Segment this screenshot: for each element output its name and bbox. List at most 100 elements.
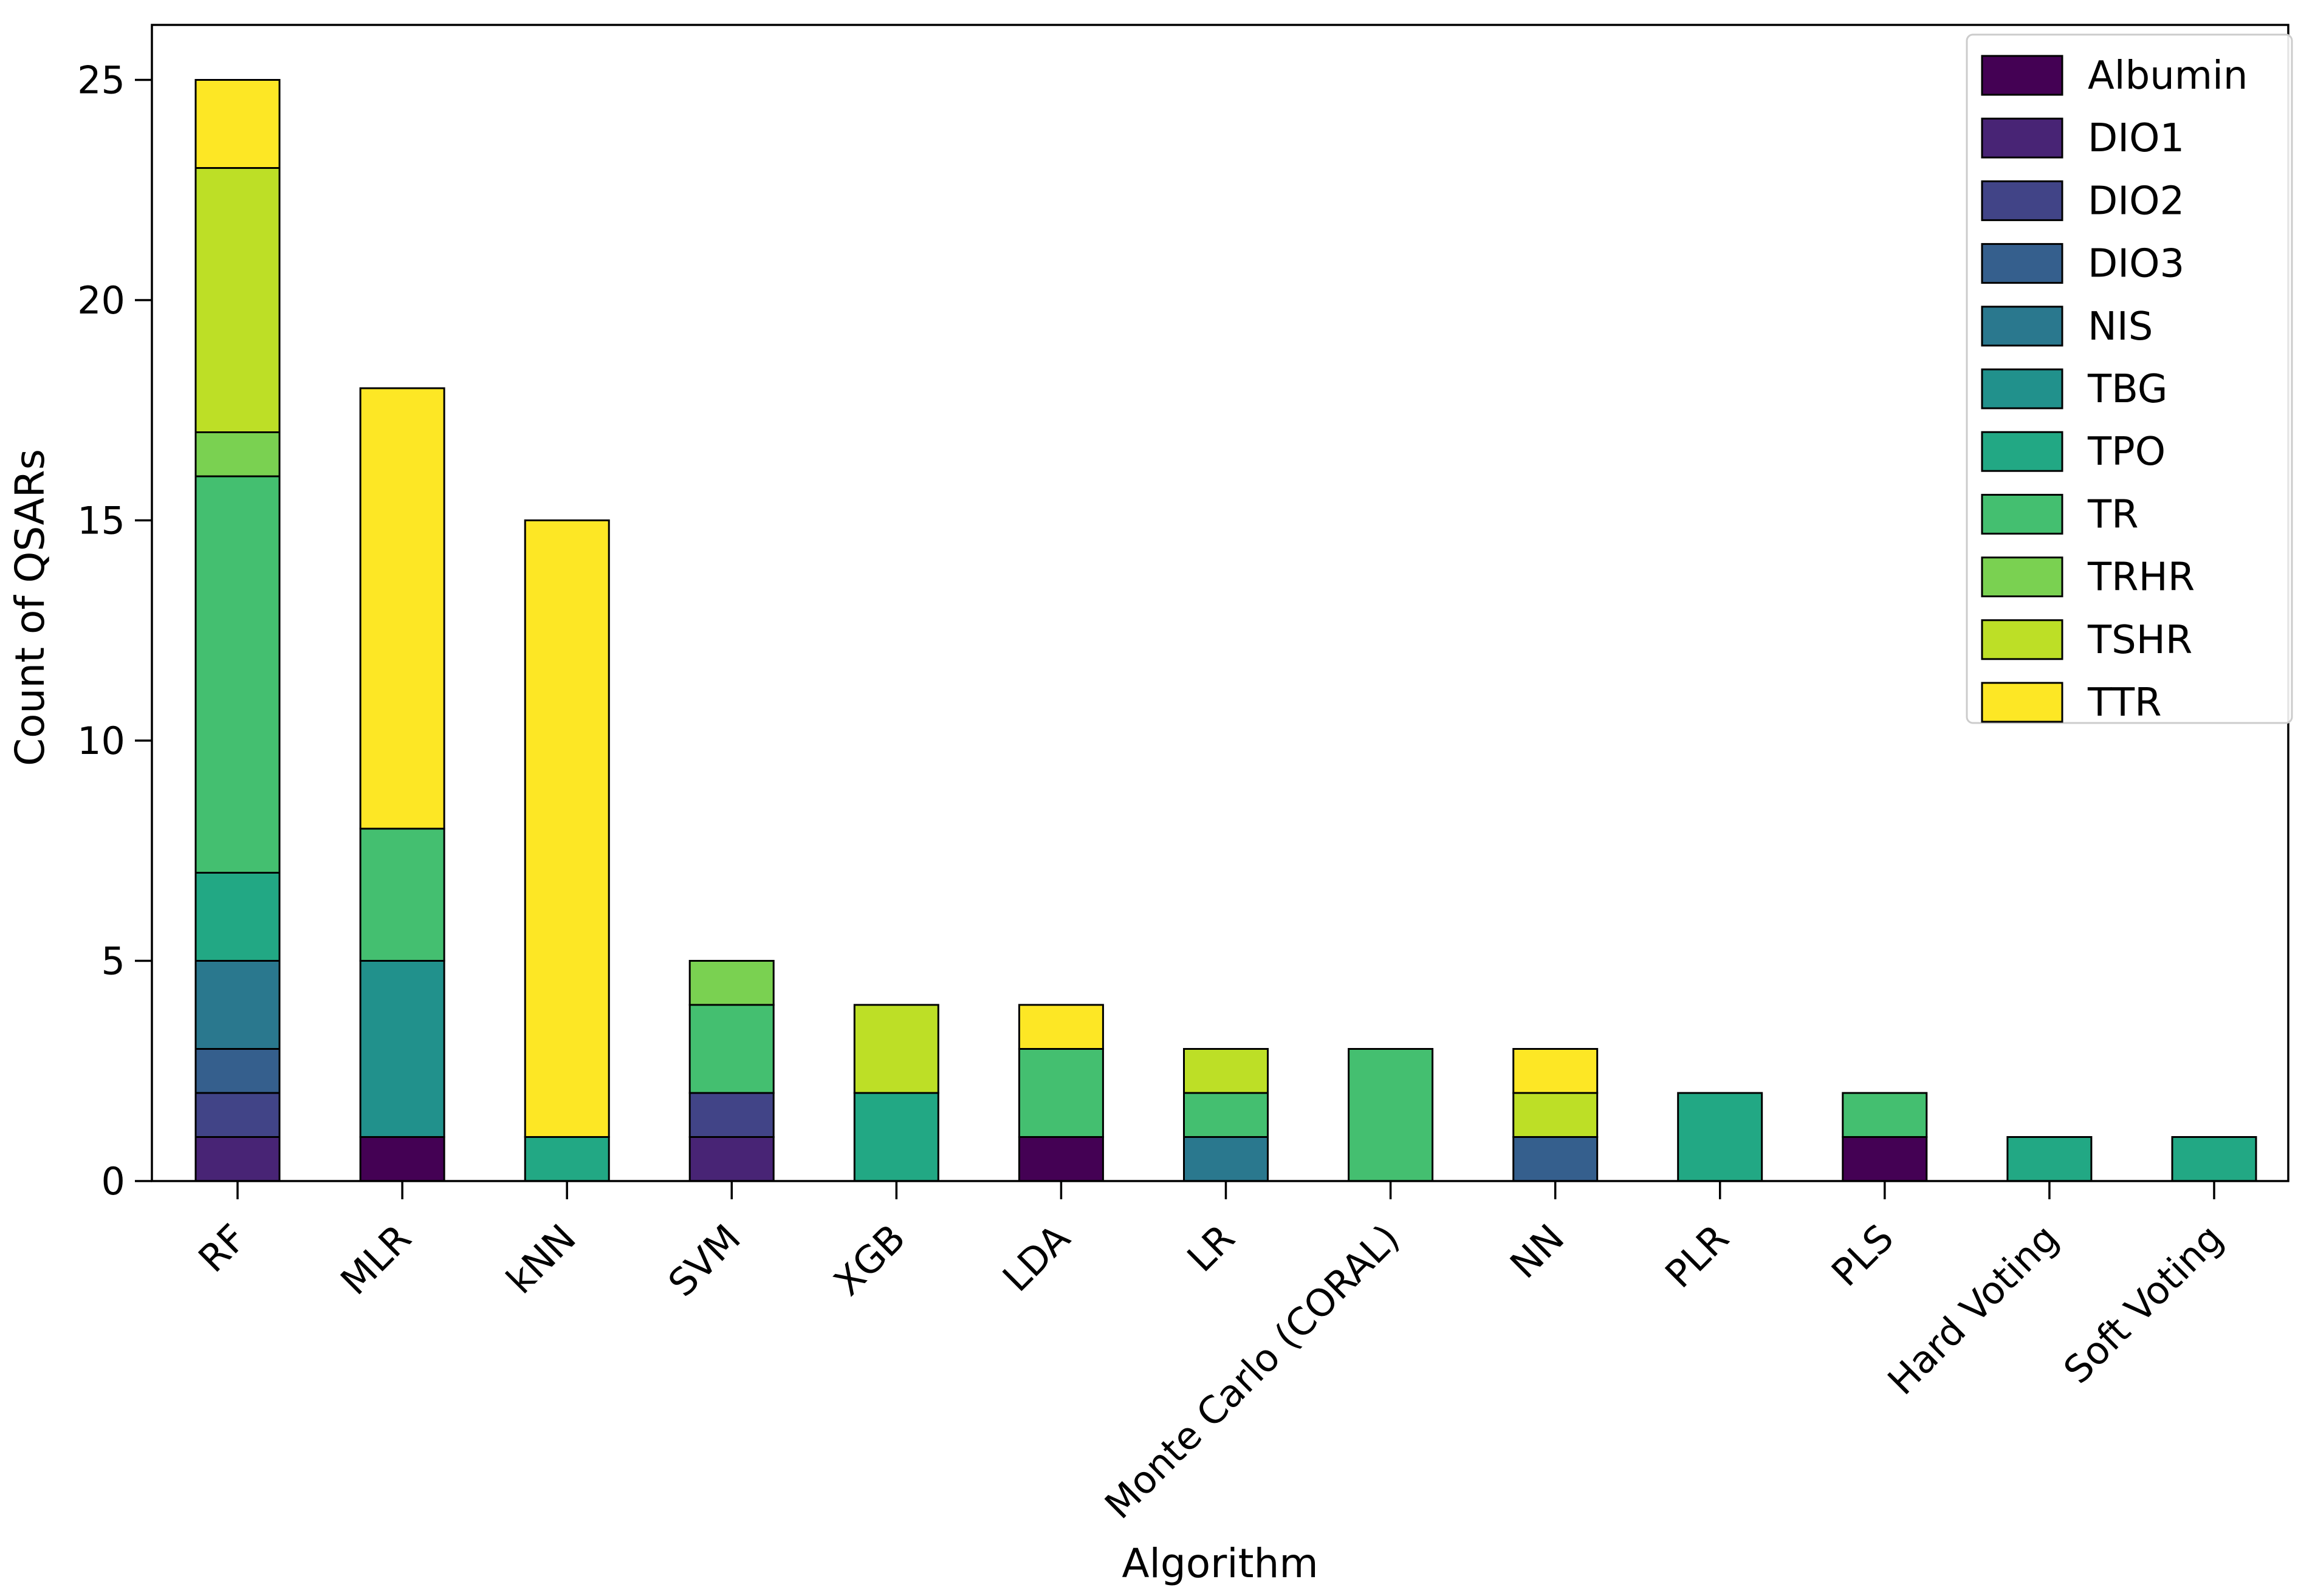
x-tick-label: PLS xyxy=(1823,1216,1902,1295)
bar-segment-Albumin xyxy=(1842,1136,1928,1182)
x-tick-label: RF xyxy=(190,1216,255,1281)
bar-NN xyxy=(1512,1048,1599,1182)
bar-segment-TPO xyxy=(194,872,281,962)
y-tick-label: 0 xyxy=(101,1159,125,1204)
x-tick-label: kNN xyxy=(498,1216,585,1303)
bar-segment-TTR xyxy=(524,519,610,1138)
bar-segment-TR xyxy=(1018,1048,1104,1138)
bar-segment-TR xyxy=(1348,1048,1434,1182)
bar-RF xyxy=(194,79,281,1182)
legend-item-DIO3: DIO3 xyxy=(1981,242,2184,287)
y-tick-label: 20 xyxy=(77,278,125,323)
y-tick-label: 10 xyxy=(77,719,125,763)
bar-Hard Voting xyxy=(2006,1136,2093,1182)
x-tick-label: LR xyxy=(1179,1216,1244,1281)
bar-segment-DIO3 xyxy=(194,1048,281,1094)
x-tick-label: XGB xyxy=(825,1216,914,1304)
x-tick-label: NN xyxy=(1501,1216,1572,1287)
bar-SVM xyxy=(688,960,775,1182)
bar-segment-TR xyxy=(1842,1092,1928,1138)
bar-segment-TTR xyxy=(194,79,281,169)
x-tick-label: Soft Voting xyxy=(2055,1216,2231,1392)
legend-swatch xyxy=(1981,682,2063,723)
bar-segment-TSHR xyxy=(1512,1092,1599,1138)
bar-segment-TR xyxy=(194,475,281,874)
bar-PLS xyxy=(1842,1092,1928,1182)
bar-segment-TSHR xyxy=(194,167,281,433)
bar-segment-TSHR xyxy=(853,1004,939,1094)
legend-label: TR xyxy=(2087,492,2139,537)
bar-LR xyxy=(1183,1048,1269,1182)
legend-swatch xyxy=(1981,117,2063,159)
legend-label: DIO2 xyxy=(2088,179,2184,224)
legend-label: NIS xyxy=(2088,304,2153,349)
legend-swatch xyxy=(1981,55,2063,96)
legend-item-TTR: TTR xyxy=(1981,680,2162,725)
legend-label: DIO1 xyxy=(2088,116,2184,161)
bar-segment-TPO xyxy=(2006,1136,2093,1182)
legend-item-TSHR: TSHR xyxy=(1981,618,2192,663)
bar-segment-TSHR xyxy=(1183,1048,1269,1094)
bar-segment-TTR xyxy=(1018,1004,1104,1050)
bar-MLR xyxy=(359,387,445,1182)
bar-segment-TTR xyxy=(1512,1048,1599,1094)
bar-segment-TPO xyxy=(2171,1136,2257,1182)
legend-label: TRHR xyxy=(2087,555,2195,600)
y-tick-label: 25 xyxy=(77,58,125,103)
bar-Monte Carlo (CORAL) xyxy=(1348,1048,1434,1182)
bar-segment-DIO2 xyxy=(688,1092,775,1138)
x-tick-label: SVM xyxy=(660,1216,749,1305)
legend-item-NIS: NIS xyxy=(1981,304,2153,349)
legend-swatch xyxy=(1981,619,2063,660)
bar-segment-DIO3 xyxy=(1512,1136,1599,1182)
legend: Albumin DIO1 DIO2 DIO3 NIS TBG TPO TR TRHR TSHR TT… xyxy=(1966,33,2293,725)
x-tick-label: Monte Carlo (CORAL) xyxy=(1096,1216,1408,1527)
bar-segment-TTR xyxy=(359,387,445,830)
legend-label: Albumin xyxy=(2088,53,2248,98)
legend-label: TBG xyxy=(2087,367,2167,412)
legend-swatch xyxy=(1981,243,2063,284)
bars-layer xyxy=(194,79,2257,1182)
legend-item-DIO2: DIO2 xyxy=(1981,179,2184,224)
y-axis-label: Count of QSARs xyxy=(7,449,53,766)
bar-segment-DIO2 xyxy=(194,1092,281,1138)
legend-label: TSHR xyxy=(2087,618,2192,663)
bar-kNN xyxy=(524,519,610,1182)
bar-segment-NIS xyxy=(1183,1136,1269,1182)
legend-swatch xyxy=(1981,306,2063,347)
legend-item-Albumin: Albumin xyxy=(1981,53,2248,98)
legend-item-DIO1: DIO1 xyxy=(1981,116,2184,161)
legend-swatch xyxy=(1981,431,2063,472)
bar-LDA xyxy=(1018,1004,1104,1182)
y-tick-label: 15 xyxy=(77,499,125,543)
bar-XGB xyxy=(853,1004,939,1182)
x-axis-label: Algorithm xyxy=(1122,1540,1318,1587)
y-tick-label: 5 xyxy=(101,939,125,984)
legend-swatch xyxy=(1981,557,2063,598)
bar-segment-DIO1 xyxy=(194,1136,281,1182)
x-tick-label: PLR xyxy=(1656,1216,1737,1296)
bar-PLR xyxy=(1677,1092,1763,1182)
bar-segment-TBG xyxy=(359,960,445,1138)
bar-segment-TPO xyxy=(853,1092,939,1182)
legend-item-TBG: TBG xyxy=(1981,367,2167,412)
bar-segment-TR xyxy=(688,1004,775,1094)
x-tick-label: LDA xyxy=(994,1216,1079,1300)
bar-segment-TR xyxy=(1183,1092,1269,1138)
bar-segment-Albumin xyxy=(1018,1136,1104,1182)
x-tick-label: Hard Voting xyxy=(1879,1216,2067,1403)
bar-segment-NIS xyxy=(194,960,281,1050)
bar-segment-TPO xyxy=(524,1136,610,1182)
legend-label: TPO xyxy=(2087,430,2166,474)
bar-segment-Albumin xyxy=(359,1136,445,1182)
legend-item-TR: TR xyxy=(1981,492,2139,537)
legend-label: DIO3 xyxy=(2088,242,2184,287)
bar-segment-TRHR xyxy=(194,431,281,478)
x-tick-label: MLR xyxy=(332,1216,419,1303)
bar-segment-TPO xyxy=(1677,1092,1763,1182)
legend-swatch xyxy=(1981,180,2063,221)
legend-label: TTR xyxy=(2087,680,2162,725)
bar-segment-DIO1 xyxy=(688,1136,775,1182)
